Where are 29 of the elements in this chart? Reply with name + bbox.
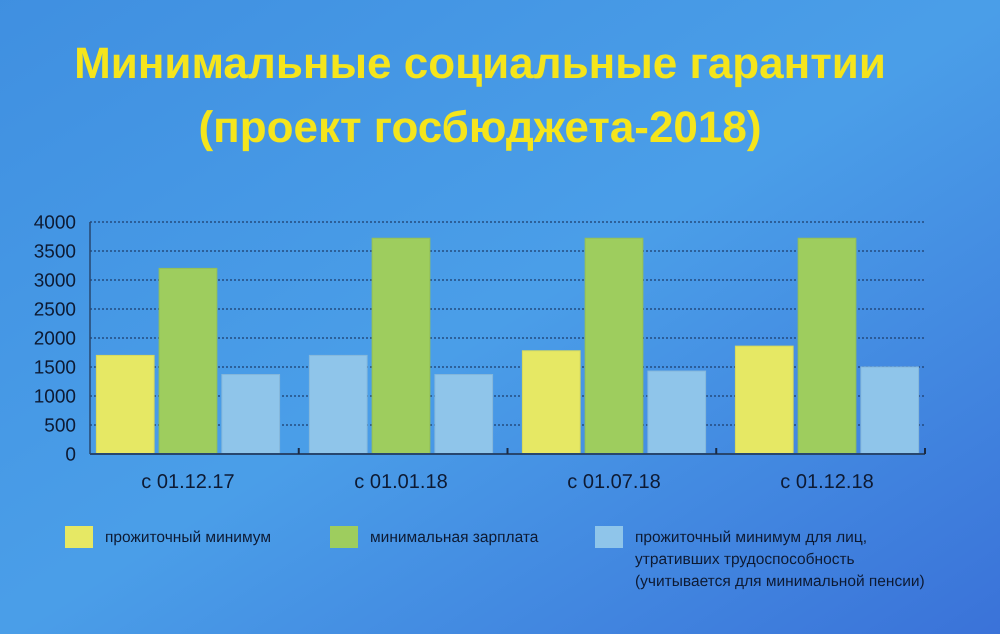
y-tick-label: 1500 xyxy=(34,358,76,379)
y-tick-label: 4000 xyxy=(34,212,76,234)
bar xyxy=(647,370,706,454)
x-tick-label: с 01.07.18 xyxy=(567,471,661,493)
bar xyxy=(734,346,794,454)
bar xyxy=(158,268,218,454)
chart-title: Минимальные социальные гарантии xyxy=(74,39,886,88)
chart-subtitle: (проект госбюджета-2018) xyxy=(198,103,762,152)
y-tick-label: 2500 xyxy=(34,300,76,321)
bar xyxy=(860,366,920,454)
bar xyxy=(96,354,155,454)
y-tick-label: 0 xyxy=(65,444,76,466)
y-tick-label: 2000 xyxy=(34,328,76,350)
x-tick-label: с 01.12.18 xyxy=(780,471,874,493)
legend-label: минимальная зарплата xyxy=(370,529,539,546)
y-tick-label: 3500 xyxy=(34,242,76,263)
legend-label: прожиточный минимум xyxy=(105,529,272,546)
bar xyxy=(372,238,430,454)
bar xyxy=(221,374,280,454)
x-tick-label: с 01.01.18 xyxy=(354,471,448,493)
y-tick-label: 3000 xyxy=(34,270,76,292)
bar xyxy=(798,238,856,454)
bar xyxy=(522,350,581,454)
y-tick-label: 500 xyxy=(44,416,76,437)
x-tick-label: с 01.12.17 xyxy=(141,471,235,493)
y-tick-label: 1000 xyxy=(34,386,76,408)
bar xyxy=(584,238,644,454)
bar xyxy=(434,374,494,454)
legend-label: прожиточный минимум для лиц, утративших трудоспособность (учитывается для минимальной пенсии) xyxy=(635,529,925,590)
